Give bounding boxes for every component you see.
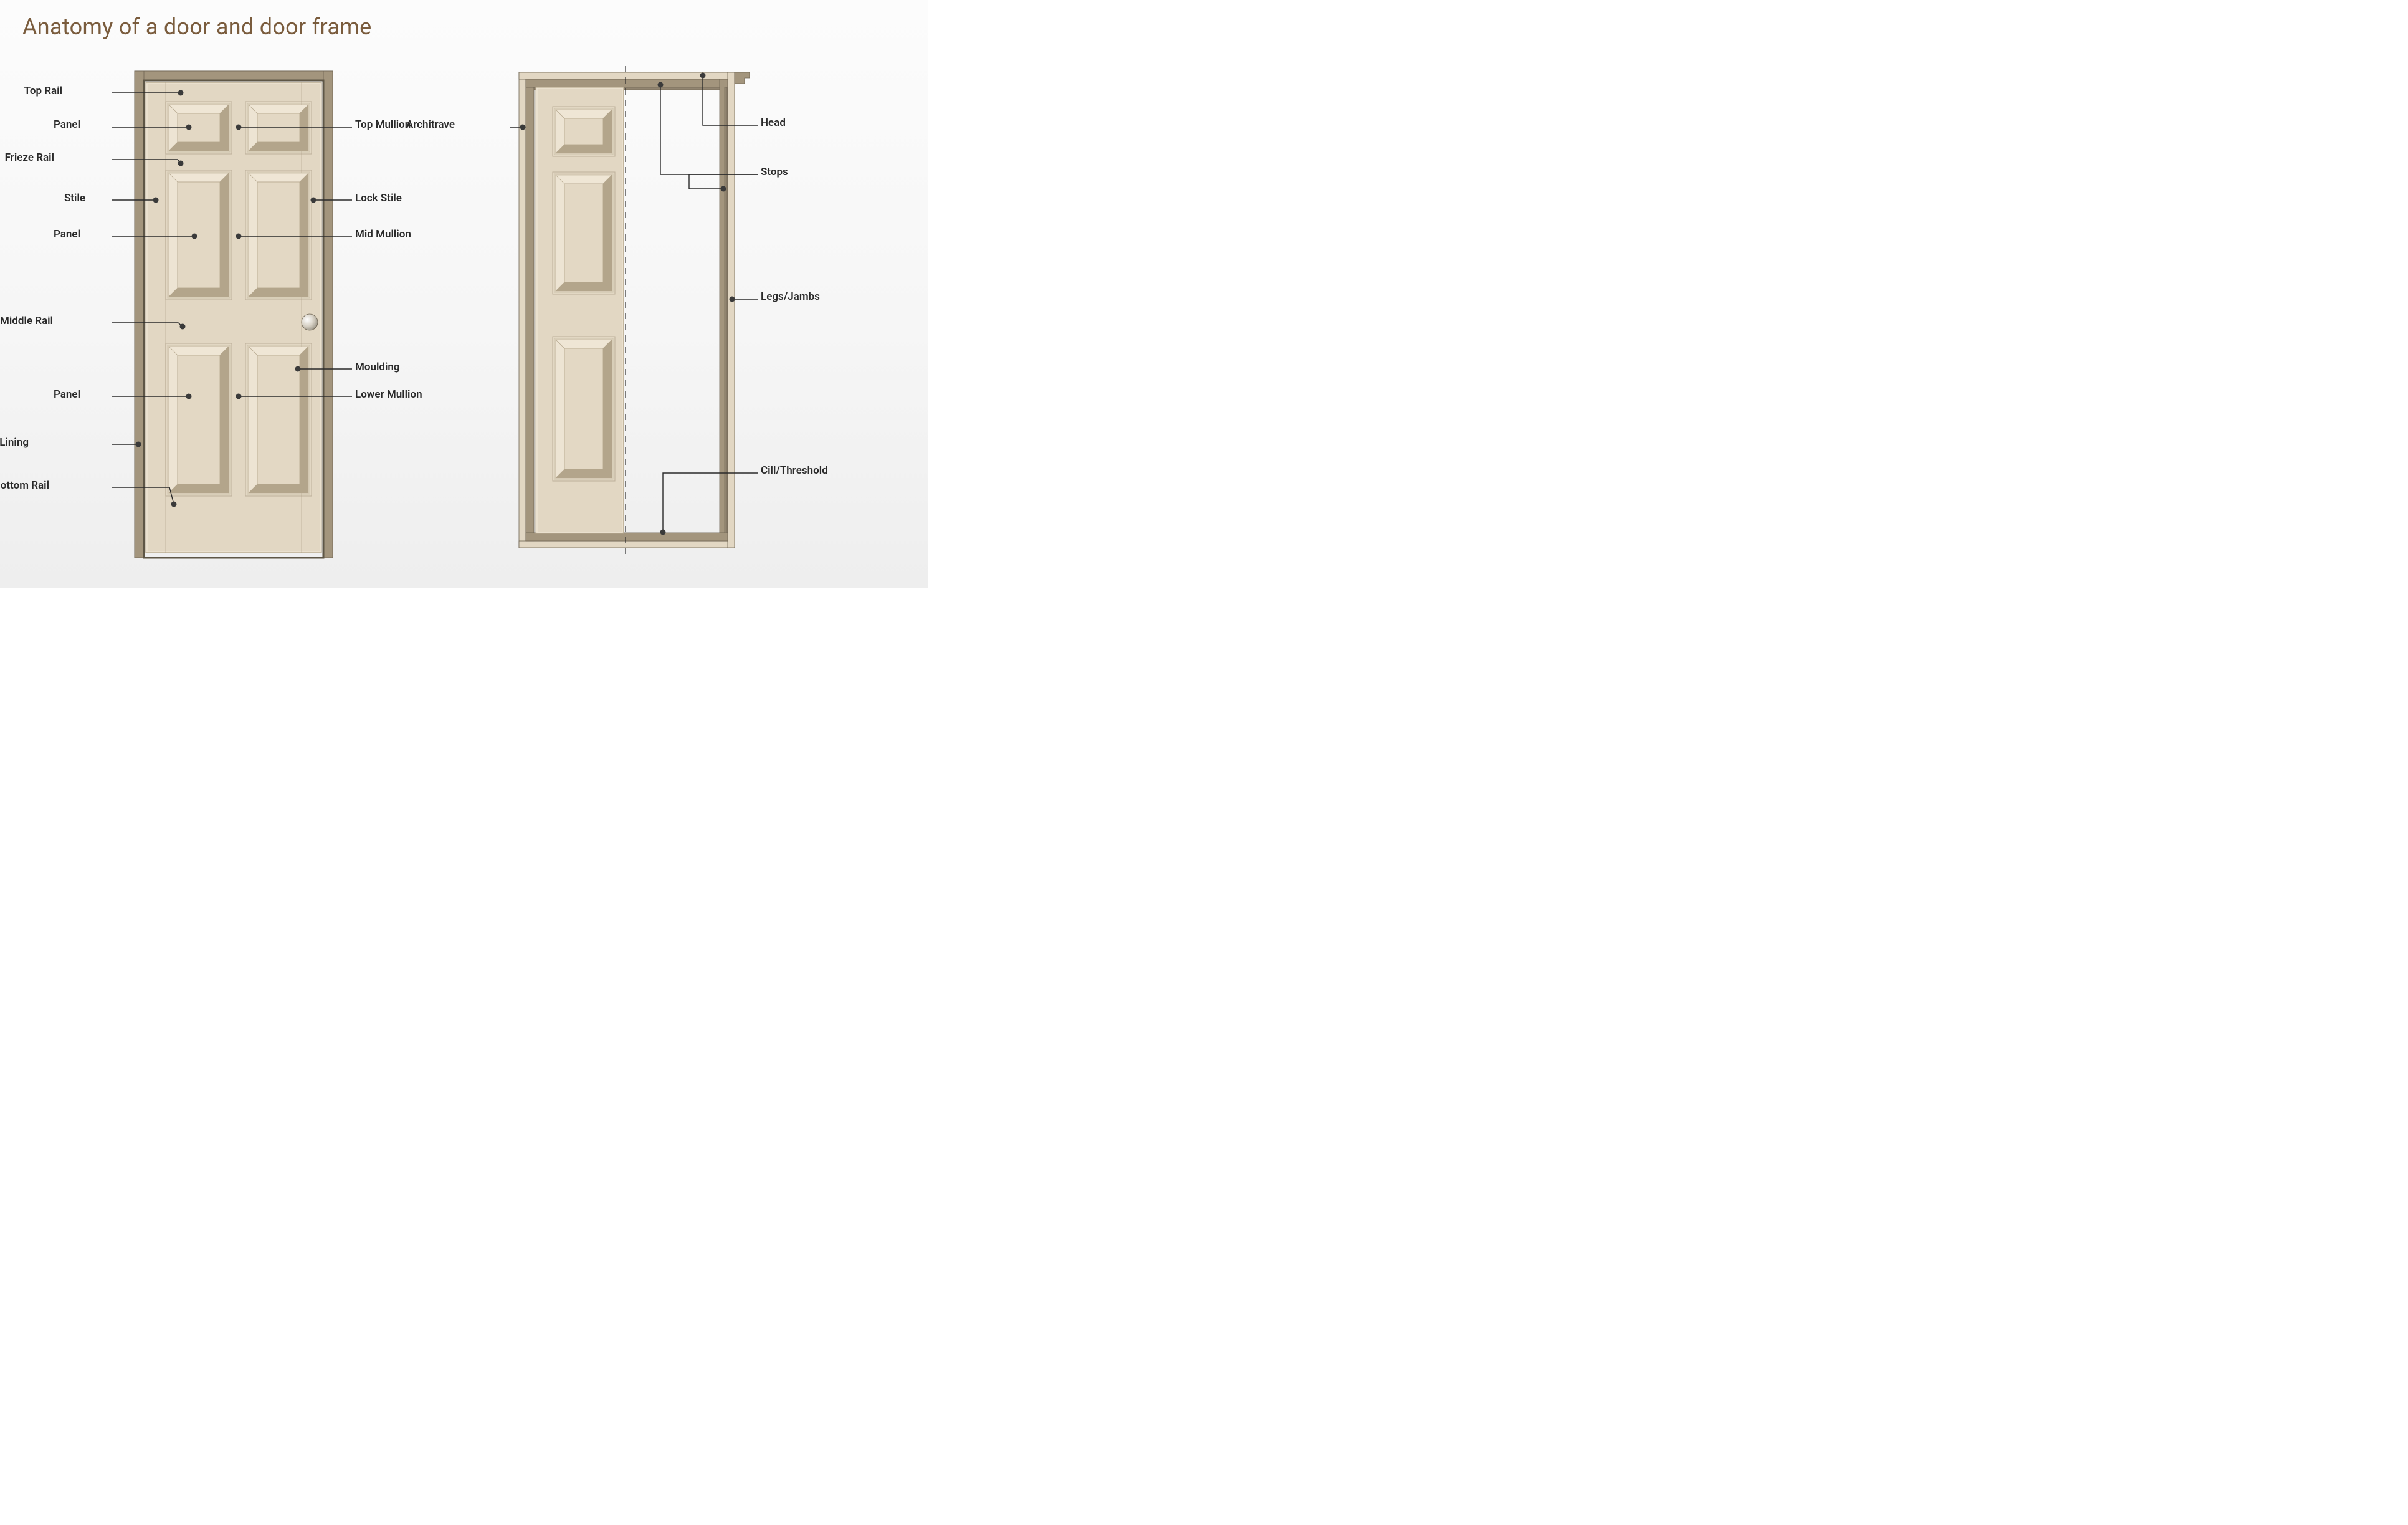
callout-label: Panel [54,228,80,241]
callout-label: Lower Mullion [355,388,422,401]
diagram-page: Anatomy of a door and door frame Top Rai… [0,0,928,588]
callout-label: Cill/Threshold [761,464,828,477]
callout-label: Legs/Jambs [761,290,820,303]
callout-label: Bottom Rail [0,479,49,492]
callout-label: Lock Stile [355,192,402,204]
callout-label: Mid Mullion [355,228,411,241]
callout-label: Panel [54,118,80,131]
callout-label: Stile [64,192,85,204]
callout-label: Top Rail [24,85,62,97]
callout-label: Panel [54,388,80,401]
callout-label: Head [761,117,786,129]
callout-label: Frame or Lining [0,436,29,449]
callout-label: Top Mullion [355,118,411,131]
callout-label: Architrave [406,118,455,131]
callout-label: Middle Rail [0,315,53,327]
callout-label: Frieze Rail [5,151,54,164]
callout-label: Stops [761,166,788,178]
callout-label: Moulding [355,361,400,373]
